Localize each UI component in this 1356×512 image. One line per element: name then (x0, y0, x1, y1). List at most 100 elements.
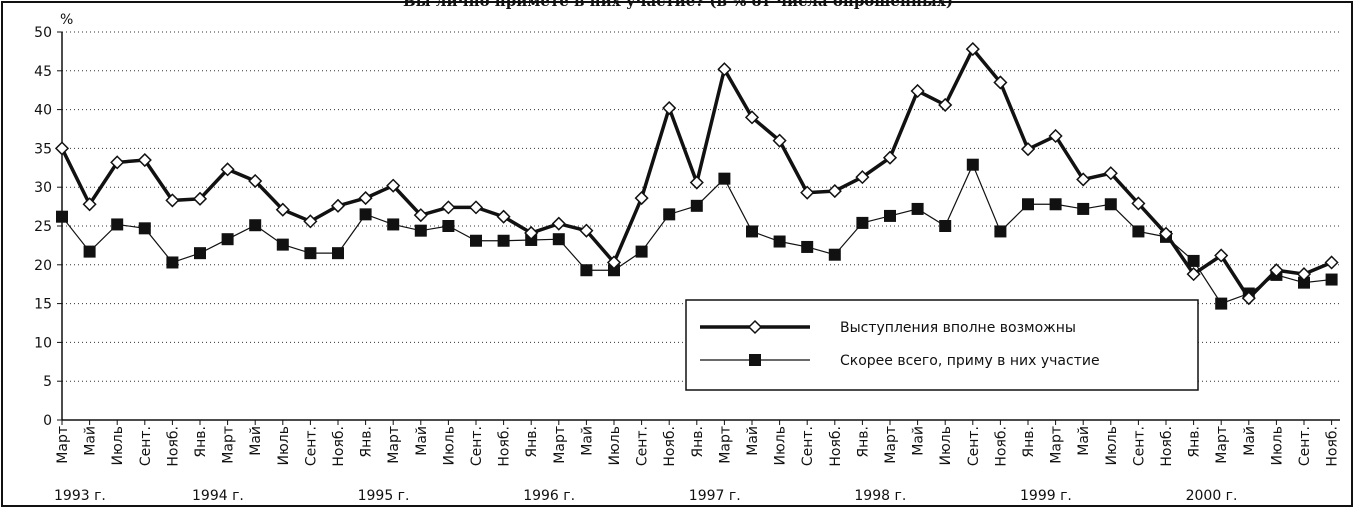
marker (882, 150, 898, 165)
x-tick-label: Июль (1104, 426, 1120, 465)
marker (221, 233, 234, 246)
marker (1131, 196, 1146, 211)
x-tick-label: Май (248, 426, 264, 456)
x-tick-label: Сент. (469, 426, 485, 466)
marker (910, 83, 925, 99)
marker (220, 162, 235, 177)
marker (993, 75, 1008, 90)
marker (82, 197, 97, 212)
marker (717, 62, 732, 77)
x-tick-label: Март (386, 426, 402, 464)
x-tick-label: Нояб. (497, 426, 513, 467)
x-tick-label: Сент. (635, 426, 651, 466)
marker (965, 42, 980, 57)
marker (304, 247, 317, 260)
x-tick-label: Сент. (966, 426, 982, 466)
x-tick-label: Нояб. (993, 426, 1009, 467)
x-tick-label: Нояб. (662, 426, 678, 467)
year-label: 1999 г. (1020, 488, 1072, 504)
marker (1104, 198, 1117, 211)
marker (468, 200, 484, 215)
x-tick-label: Янв. (524, 426, 540, 458)
x-tick-label: Май (1242, 426, 1258, 456)
marker (414, 224, 427, 237)
marker (249, 219, 262, 232)
marker (442, 220, 455, 232)
marker (138, 222, 151, 235)
marker (248, 173, 263, 189)
marker (635, 245, 648, 258)
x-tick-label: Нояб. (828, 426, 844, 467)
year-label: 1994 г. (192, 488, 244, 504)
marker (1158, 226, 1174, 241)
year-label: 1996 г. (523, 488, 575, 504)
marker (801, 240, 814, 253)
chart-title: Вы лично примете в них участие? (в % от … (403, 0, 953, 10)
y-tick-label: 10 (34, 335, 52, 351)
marker (303, 214, 318, 229)
marker (276, 238, 289, 251)
marker (387, 218, 400, 231)
marker (1022, 198, 1034, 211)
marker (773, 235, 786, 248)
x-tick-label: Нояб. (1325, 426, 1341, 467)
marker (634, 191, 649, 206)
marker (110, 155, 125, 170)
marker (358, 191, 373, 206)
year-label: 1993 г. (54, 488, 106, 504)
marker (884, 209, 896, 222)
marker (330, 198, 346, 213)
x-tick-label: Май (414, 426, 430, 456)
x-tick-label: Март (717, 426, 733, 464)
marker (56, 210, 68, 223)
marker (1020, 142, 1036, 157)
marker (275, 202, 290, 217)
marker (608, 264, 620, 277)
marker (911, 202, 924, 215)
marker (800, 185, 815, 200)
marker (1186, 267, 1201, 282)
year-label: 1995 г. (358, 488, 410, 504)
marker (54, 141, 70, 156)
series-line (60, 45, 1333, 301)
marker (1269, 263, 1284, 278)
x-tick-label: Июль (1269, 426, 1285, 465)
marker (332, 247, 344, 260)
marker (749, 354, 761, 366)
marker (1048, 128, 1063, 144)
marker (524, 225, 539, 241)
x-tick-label: Июль (276, 426, 292, 465)
marker (413, 208, 428, 223)
year-label: 2000 г. (1186, 488, 1238, 504)
marker (828, 248, 841, 261)
x-tick-label: Май (1076, 426, 1092, 456)
marker (1132, 225, 1145, 238)
x-tick-label: Март (883, 426, 899, 464)
x-tick-label: Сент. (1131, 426, 1147, 466)
marker (1325, 273, 1338, 286)
marker (497, 234, 510, 247)
x-tick-label: Май (911, 426, 927, 456)
x-tick-label: Нояб. (1159, 426, 1175, 467)
x-tick-label: Май (83, 426, 99, 456)
y-tick-label: 25 (34, 219, 52, 235)
legend-label: Скорее всего, приму в них участие (840, 353, 1100, 369)
x-tick-label: Июль (773, 426, 789, 465)
x-tick-label: Нояб. (331, 426, 347, 467)
marker (744, 110, 760, 125)
x-tick-label: Янв. (359, 426, 375, 458)
marker (718, 172, 731, 185)
legend-box (685, 299, 1199, 391)
y-tick-label: 30 (34, 180, 52, 196)
marker (111, 218, 124, 231)
x-tick-label: Май (579, 426, 595, 456)
x-tick-label: Март (1049, 426, 1065, 464)
marker (994, 225, 1007, 238)
y-tick-label: 5 (43, 374, 52, 390)
legend-label: Выступления вполне возможны (840, 320, 1076, 336)
y-tick-label: 50 (34, 25, 52, 41)
x-tick-label: Сент. (800, 426, 816, 466)
marker (1298, 276, 1310, 289)
x-tick-label: Янв. (855, 426, 871, 458)
